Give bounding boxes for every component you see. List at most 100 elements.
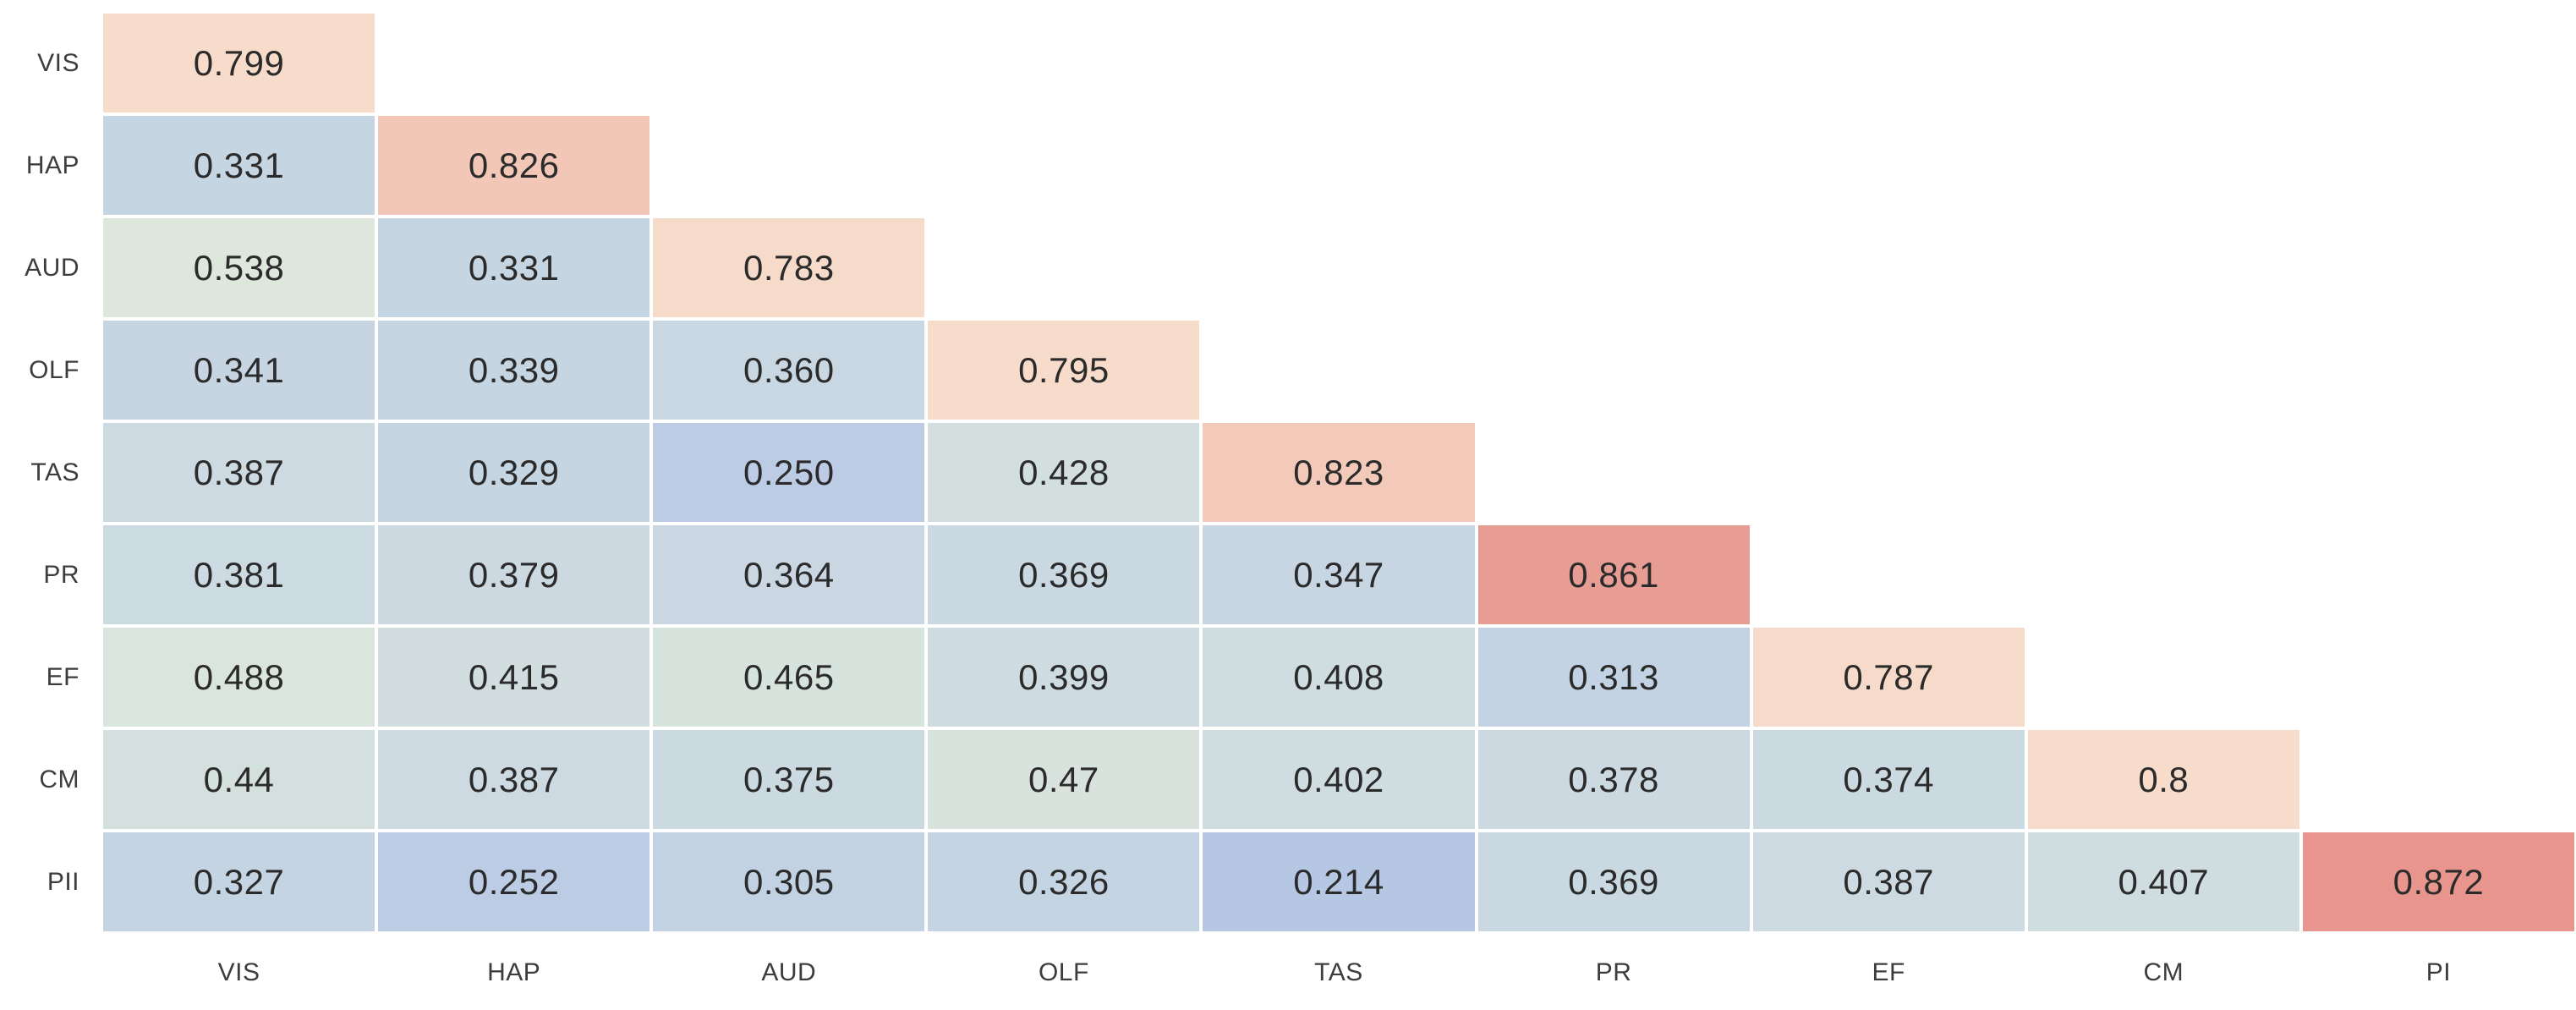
heatmap-cell-tas-olf: 0.428 xyxy=(926,421,1202,524)
heatmap-cell-ef-vis: 0.488 xyxy=(101,626,377,728)
cell-value: 0.339 xyxy=(468,349,560,390)
cell-value: 0.823 xyxy=(1293,452,1384,492)
heatmap-cell-empty xyxy=(651,114,926,217)
heatmap-cell-tas-tas: 0.823 xyxy=(1201,421,1477,524)
heatmap-matrix: VIS 0.799 HAP 0.331 0.826 AUD 0.538 0.331 0.783 O… xyxy=(0,12,2576,1004)
heatmap-cell-empty xyxy=(1751,421,2026,524)
row-label-vis: VIS xyxy=(37,48,79,77)
heatmap-cell-empty xyxy=(1477,421,1751,524)
heatmap-cell-hap-hap: 0.826 xyxy=(376,114,652,217)
heatmap-cell-cm-aud: 0.375 xyxy=(651,728,927,831)
row-label-olf: OLF xyxy=(29,355,79,384)
cell-value: 0.331 xyxy=(468,247,560,288)
heatmap-cell-aud-aud: 0.783 xyxy=(651,217,927,319)
heatmap-cell-pr-tas: 0.347 xyxy=(1201,524,1477,626)
heatmap-cell-empty xyxy=(1751,114,2026,217)
heatmap-cell-ef-tas: 0.408 xyxy=(1201,626,1477,728)
cell-value: 0.44 xyxy=(203,759,275,799)
cell-value: 0.379 xyxy=(468,554,560,595)
row-label-pr: PR xyxy=(43,560,79,589)
cell-value: 0.369 xyxy=(1018,554,1110,595)
heatmap-cell-pii-hap: 0.252 xyxy=(376,831,652,933)
heatmap-cell-olf-hap: 0.339 xyxy=(376,319,652,421)
heatmap-cell-empty xyxy=(2301,626,2576,728)
heatmap-cell-olf-olf: 0.795 xyxy=(926,319,1202,421)
cell-value: 0.387 xyxy=(193,452,285,492)
heatmap-cell-empty xyxy=(926,217,1201,319)
heatmap-cell-ef-pr: 0.313 xyxy=(1476,626,1751,728)
heatmap-cell-empty xyxy=(2026,421,2301,524)
cell-value: 0.415 xyxy=(468,656,560,697)
cell-value: 0.402 xyxy=(1293,759,1384,799)
col-label-pi: PI xyxy=(2425,958,2452,986)
col-label-tas: TAS xyxy=(1314,958,1363,986)
heatmap-cell-vis-vis: 0.799 xyxy=(101,12,377,114)
heatmap-cell-empty xyxy=(2026,114,2301,217)
heatmap-cell-empty xyxy=(2301,421,2576,524)
col-label-cm: CM xyxy=(2143,958,2184,986)
heatmap-cell-pii-ef: 0.387 xyxy=(1751,831,2026,933)
cell-value: 0.375 xyxy=(743,759,835,799)
heatmap-cell-aud-vis: 0.538 xyxy=(101,217,377,319)
heatmap-cell-ef-ef: 0.787 xyxy=(1751,626,2026,728)
cell-value: 0.378 xyxy=(1568,759,1659,799)
cell-value: 0.331 xyxy=(193,145,285,185)
cell-value: 0.341 xyxy=(193,349,285,390)
cell-value: 0.407 xyxy=(2118,861,2210,902)
heatmap-cell-empty xyxy=(2301,319,2576,421)
cell-value: 0.252 xyxy=(468,861,560,902)
heatmap-cell-empty xyxy=(1201,12,1476,114)
heatmap-cell-empty xyxy=(1751,12,2026,114)
heatmap-cell-pr-hap: 0.379 xyxy=(376,524,652,626)
cell-value: 0.327 xyxy=(193,861,285,902)
heatmap-cell-pii-cm: 0.407 xyxy=(2025,831,2301,933)
heatmap-cell-pr-vis: 0.381 xyxy=(101,524,377,626)
cell-value: 0.538 xyxy=(193,247,285,288)
heatmap-cell-empty xyxy=(2301,217,2576,319)
heatmap-cell-empty xyxy=(1477,319,1751,421)
cell-value: 0.872 xyxy=(2392,861,2485,902)
cell-value: 0.329 xyxy=(468,452,560,492)
row-label-pii: PII xyxy=(47,867,79,896)
cell-value: 0.465 xyxy=(743,656,835,697)
heatmap-cell-empty xyxy=(2301,12,2576,114)
heatmap-cell-ef-olf: 0.399 xyxy=(926,626,1202,728)
heatmap-cell-empty xyxy=(1201,114,1476,217)
heatmap-cell-empty xyxy=(2026,12,2301,114)
cell-value: 0.387 xyxy=(1843,861,1935,902)
heatmap-cell-tas-aud: 0.250 xyxy=(651,421,927,524)
heatmap-cell-cm-tas: 0.402 xyxy=(1201,728,1477,831)
heatmap-cell-empty xyxy=(2026,319,2301,421)
heatmap-cell-empty xyxy=(2026,524,2301,626)
cell-value: 0.861 xyxy=(1568,554,1659,595)
col-label-vis: VIS xyxy=(217,958,260,986)
cell-value: 0.799 xyxy=(193,42,285,83)
col-label-olf: OLF xyxy=(1038,958,1089,986)
cell-value: 0.787 xyxy=(1843,656,1935,697)
row-label-ef: EF xyxy=(46,662,79,691)
heatmap-cell-cm-vis: 0.44 xyxy=(101,728,377,831)
heatmap-cell-olf-aud: 0.360 xyxy=(651,319,927,421)
heatmap-cell-pii-olf: 0.326 xyxy=(926,831,1202,933)
heatmap-cell-ef-hap: 0.415 xyxy=(376,626,652,728)
heatmap-cell-ef-aud: 0.465 xyxy=(651,626,927,728)
heatmap-cell-pr-aud: 0.364 xyxy=(651,524,927,626)
col-label-ef: EF xyxy=(1872,958,1905,986)
heatmap-cell-empty xyxy=(1751,524,2026,626)
heatmap-cell-cm-ef: 0.374 xyxy=(1751,728,2026,831)
heatmap-cell-empty xyxy=(376,12,651,114)
row-label-hap: HAP xyxy=(25,151,79,179)
heatmap-cell-pii-vis: 0.327 xyxy=(101,831,377,933)
heatmap-cell-empty xyxy=(1477,114,1751,217)
heatmap-cell-empty xyxy=(1751,319,2026,421)
cell-value: 0.305 xyxy=(743,861,835,902)
cell-value: 0.360 xyxy=(743,349,835,390)
row-label-tas: TAS xyxy=(30,458,79,486)
heatmap-cell-empty xyxy=(1201,319,1476,421)
heatmap-cell-pr-olf: 0.369 xyxy=(926,524,1202,626)
heatmap-cell-pii-tas: 0.214 xyxy=(1201,831,1477,933)
cell-value: 0.8 xyxy=(2138,759,2190,799)
row-label-aud: AUD xyxy=(25,253,79,282)
cell-value: 0.488 xyxy=(193,656,285,697)
